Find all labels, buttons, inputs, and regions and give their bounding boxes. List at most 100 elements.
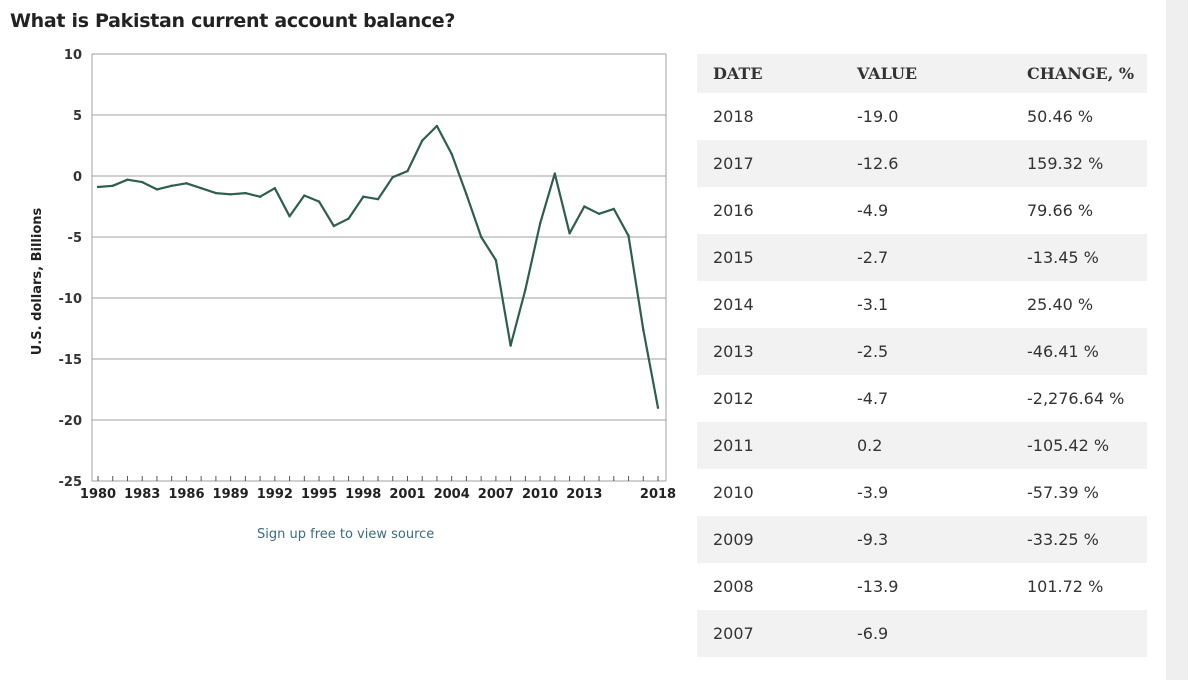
data-point (406, 169, 409, 173)
data-point (435, 124, 439, 128)
cell-date: 2018 (713, 107, 754, 126)
data-point (538, 222, 542, 225)
series-line (97, 124, 660, 409)
x-tick-label: 2007 (478, 487, 514, 502)
cell-value: -13.9 (857, 577, 899, 596)
data-point (362, 195, 365, 198)
data-point (244, 191, 247, 195)
cell-change: -57.39 % (1027, 483, 1099, 502)
header-date: DATE (697, 54, 857, 93)
table-row: 2012 -4.7 -2,276.64 % (697, 375, 1147, 422)
table-row: 2013 -2.5 -46.41 % (697, 328, 1147, 375)
cell-change: 101.72 % (1027, 577, 1104, 596)
data-point (465, 193, 468, 196)
sign-up-source-link[interactable]: Sign up free to view source (257, 527, 435, 542)
cell-value: -9.3 (857, 516, 1027, 563)
data-point (568, 232, 571, 235)
x-tick-label: 2013 (566, 487, 602, 502)
cell-change: -105.42 % (1027, 422, 1147, 469)
x-tick-label: 1986 (168, 487, 204, 502)
cell-value: -4.9 (857, 201, 889, 220)
header-change: CHANGE, % (1027, 54, 1147, 93)
header-value: VALUE (857, 54, 1027, 93)
table-row: 2017 -12.6 159.32 % (697, 140, 1147, 187)
cell-date: 2012 (713, 389, 754, 408)
cell-value: -4.7 (857, 389, 889, 408)
y-axis-label: U.S. dollars, Billions (30, 207, 45, 355)
cell-value: -3.1 (857, 295, 889, 314)
table-row: 2015 -2.7 -13.45 % (697, 234, 1147, 281)
cell-value: -3.9 (857, 483, 889, 502)
data-point (111, 184, 114, 187)
data-point (317, 200, 321, 203)
table-body: 2018 -19.0 50.46 % 2017 -12.6 159.32 % 2016 -4.… (697, 93, 1147, 657)
y-ticks: 10 5 0 -5 -10 -15 -20 -25 (59, 48, 83, 490)
cell-value: -12.6 (857, 140, 1027, 187)
data-point (332, 224, 335, 228)
data-table: DATE VALUE CHANGE, % 2018 -19.0 50.46 % 201… (697, 54, 1147, 657)
cell-value: -19.0 (857, 107, 899, 126)
data-point (509, 344, 512, 347)
y-tick-label: -15 (59, 353, 83, 368)
data-point (376, 197, 380, 201)
table-row: 2009 -9.3 -33.25 % (697, 516, 1147, 563)
x-tick-label: 2018 (640, 487, 676, 502)
data-point (479, 235, 483, 239)
cell-date: 2007 (697, 610, 857, 657)
data-point (553, 172, 557, 175)
cell-value: -2.7 (857, 234, 1027, 281)
y-axis-label-group: U.S. dollars, Billions (30, 207, 45, 355)
table-row: 2007 -6.9 (697, 610, 1147, 657)
data-point (126, 178, 129, 181)
data-point (214, 191, 218, 195)
cell-date: 2010 (713, 483, 754, 502)
cell-value: 0.2 (857, 422, 1027, 469)
data-point (612, 207, 615, 211)
data-point (288, 215, 291, 218)
grid-lines (91, 53, 667, 482)
table-row: 2016 -4.9 79.66 % (697, 187, 1147, 234)
cell-date: 2013 (697, 328, 857, 375)
cell-change: 25.40 % (1027, 295, 1094, 314)
y-tick-label: -25 (59, 475, 83, 490)
table-header-row: DATE VALUE CHANGE, % (697, 54, 1147, 93)
data-point (155, 188, 159, 191)
y-tick-label: -5 (68, 231, 82, 246)
cell-change: 50.46 % (1027, 107, 1094, 126)
data-point (450, 152, 453, 156)
cell-value: -6.9 (857, 610, 1027, 657)
y-tick-label: -10 (59, 292, 83, 307)
x-ticks: 1980 1983 1986 1989 1992 1995 1998 2001 2004 2007… (80, 476, 676, 502)
line-chart: U.S. dollars, Billions 10 5 0 -5 -10 -15 -20 -2… (30, 48, 676, 502)
cell-date: 2016 (713, 201, 754, 220)
table-row: 2011 0.2 -105.42 % (697, 422, 1147, 469)
cell-change: 79.66 % (1027, 201, 1094, 220)
cell-change: -46.41 % (1027, 328, 1147, 375)
data-point (524, 288, 527, 291)
x-tick-label: 1998 (345, 487, 381, 502)
data-point (273, 187, 277, 190)
cell-date: 2009 (697, 516, 857, 563)
cell-change (1027, 610, 1147, 657)
x-tick-label: 2001 (389, 487, 425, 502)
data-point (627, 234, 630, 237)
data-point (185, 182, 188, 185)
y-tick-label: -20 (59, 414, 83, 429)
data-point (141, 180, 144, 184)
x-tick-label: 1992 (257, 487, 293, 502)
table-row: 2014 -3.1 25.40 % (697, 281, 1147, 328)
table-row: 2008 -13.9 101.72 % (697, 563, 1147, 610)
x-tick-label: 2010 (522, 487, 558, 502)
data-point (303, 194, 306, 197)
cell-change: 159.32 % (1027, 140, 1147, 187)
cell-date: 2014 (713, 295, 754, 314)
x-tick-label: 1983 (124, 487, 160, 502)
data-point (597, 212, 601, 216)
cell-value: -2.5 (857, 328, 1027, 375)
data-point (199, 187, 203, 190)
data-point (258, 195, 262, 198)
x-tick-label: 2004 (434, 487, 470, 502)
data-point (96, 185, 100, 189)
y-tick-label: 5 (73, 109, 82, 124)
cell-change: -2,276.64 % (1027, 389, 1125, 408)
